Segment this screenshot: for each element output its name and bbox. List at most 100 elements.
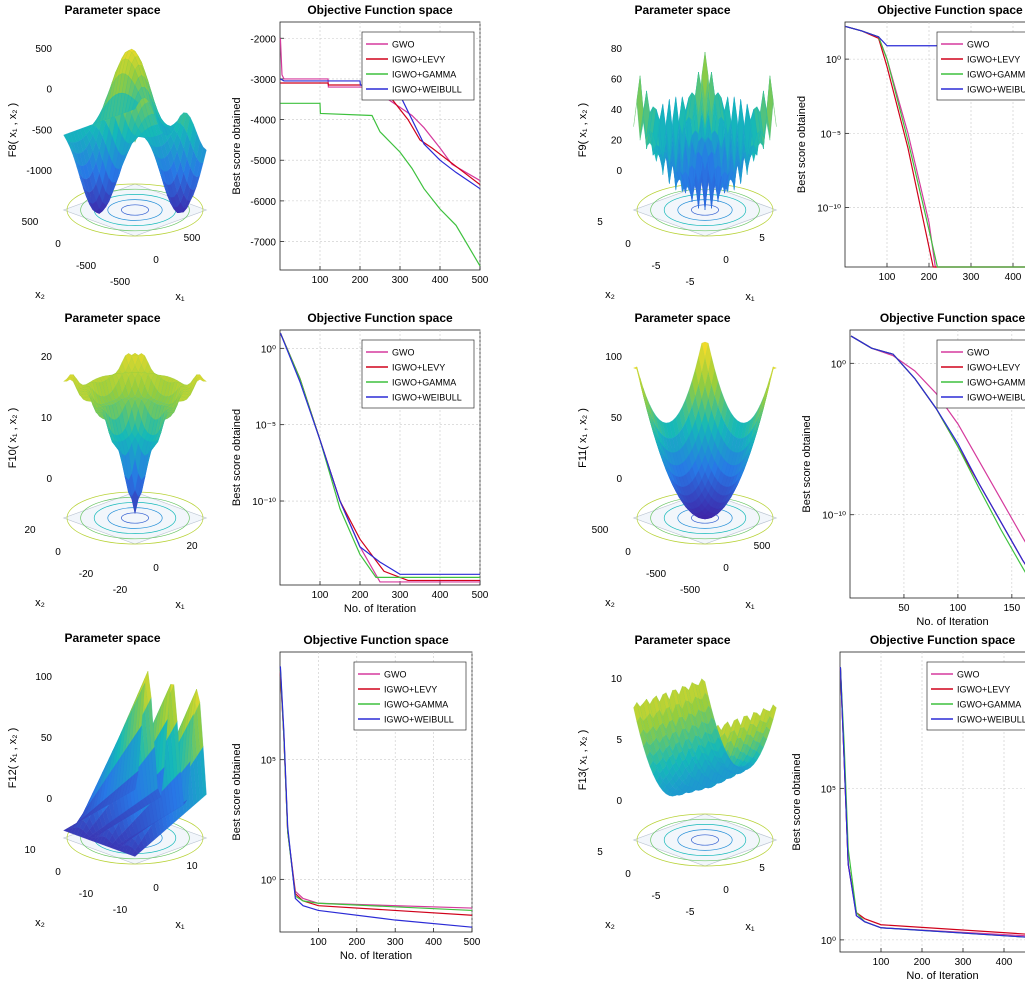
surface-facet xyxy=(763,377,771,404)
x1-tick-label: 500 xyxy=(754,541,771,552)
y-tick-label: -3000 xyxy=(250,75,276,86)
x-tick-label: 300 xyxy=(392,275,409,286)
x-tick-label: 200 xyxy=(352,590,369,601)
y-tick-label: -2000 xyxy=(250,34,276,45)
z-tick-label: 20 xyxy=(611,136,623,147)
x1-tick-label: 0 xyxy=(723,255,729,266)
z-tick-label: 0 xyxy=(616,796,622,807)
x-axis-label: No. of Iteration xyxy=(344,603,416,615)
legend-label: GWO xyxy=(967,348,990,358)
y-tick-label: -4000 xyxy=(250,116,276,127)
series-line-gwo xyxy=(850,335,1025,543)
x2-tick-label: 10 xyxy=(24,845,36,856)
y-tick-label: 10⁵ xyxy=(261,756,276,767)
x2-tick-label: -20 xyxy=(79,569,94,580)
y-tick-label: -6000 xyxy=(250,197,276,208)
x2-axis-label: x₂ xyxy=(605,919,615,931)
contour-line xyxy=(663,824,747,856)
y-axis-label: Best score obtained xyxy=(231,409,243,506)
y-tick-label: 10⁵ xyxy=(821,784,836,795)
x-tick-label: 300 xyxy=(387,937,404,948)
y-tick-label: 10⁻⁵ xyxy=(255,421,276,432)
x1-tick-label: -5 xyxy=(686,907,695,918)
contour-line xyxy=(80,188,190,232)
x-tick-label: 100 xyxy=(950,603,967,614)
x2-tick-label: -5 xyxy=(652,891,661,902)
legend-label: GWO xyxy=(967,40,990,50)
x-tick-label: 500 xyxy=(464,937,481,948)
x1-tick-label: -20 xyxy=(113,585,128,596)
x1-tick-label: 0 xyxy=(723,563,729,574)
legend: GWO IGWO+LEVY IGWO+GAMMA IGWO+WEIBULL xyxy=(926,661,1025,731)
x-axis-label: No. of Iteration xyxy=(906,970,978,982)
chart-title: Objective Function space xyxy=(877,3,1023,17)
x1-tick-label: 0 xyxy=(153,563,159,574)
parameter-space-plot: Parameter space 10 5 0 F13( x₁ , x₂ ) 5 0 -5 x₂ -… xyxy=(577,633,778,933)
objective-function-chart: Objective Function space 10⁰ 10⁵ 100 200 300 4… xyxy=(791,633,1025,982)
x1-axis-label: x₁ xyxy=(745,599,755,611)
parameter-space-title: Parameter space xyxy=(634,3,730,17)
objective-function-chart: Objective Function space 10⁰ 10⁻⁵ 10⁻¹⁰ 100 2… xyxy=(796,3,1025,283)
contour-line xyxy=(66,183,204,237)
legend: GWO IGWO+LEVY IGWO+GAMMA IGWO+WEIBULL xyxy=(936,31,1025,101)
x1-axis-label: x₁ xyxy=(745,921,755,933)
z-tick-label: 100 xyxy=(605,352,622,363)
legend-label: IGWO+WEIBULL xyxy=(392,393,462,403)
legend-label: IGWO+LEVY xyxy=(957,685,1010,695)
legend: GWO IGWO+LEVY IGWO+GAMMA IGWO+WEIBULL xyxy=(361,31,475,101)
x-tick-label: 300 xyxy=(392,590,409,601)
x1-tick-label: -10 xyxy=(113,905,128,916)
surface-mesh xyxy=(633,341,777,520)
series-line-igwo-gamma xyxy=(280,102,481,267)
x2-tick-label: 500 xyxy=(592,525,609,536)
legend-label: IGWO+WEIBULL xyxy=(384,715,454,725)
x-tick-label: 200 xyxy=(352,275,369,286)
legend: GWO IGWO+LEVY IGWO+GAMMA IGWO+WEIBULL xyxy=(353,661,467,731)
x1-axis-label: x₁ xyxy=(175,919,185,931)
z-tick-label: 20 xyxy=(41,352,53,363)
x-tick-label: 100 xyxy=(879,272,896,283)
contour-line xyxy=(691,834,719,846)
x2-tick-label: -5 xyxy=(652,261,661,272)
surface-facet xyxy=(643,388,650,413)
contour-line xyxy=(650,818,760,862)
y-tick-label: 10⁰ xyxy=(821,936,836,947)
x2-tick-label: 0 xyxy=(55,239,61,250)
x-tick-label: 300 xyxy=(963,272,980,283)
x2-tick-label: -500 xyxy=(646,569,666,580)
y-axis-label: Best score obtained xyxy=(231,743,243,840)
z-tick-label: 5 xyxy=(616,735,622,746)
surface-facet xyxy=(131,770,139,792)
x1-tick-label: 20 xyxy=(186,541,198,552)
parameter-space-plot: Parameter space 80 60 40 20 0 F9( x₁ , x₂ ) 5 0 -… xyxy=(577,3,778,303)
x-tick-label: 400 xyxy=(1005,272,1022,283)
y-tick-label: 10⁰ xyxy=(826,55,841,66)
contour-floor xyxy=(632,813,778,867)
z-tick-label: 500 xyxy=(35,44,52,55)
x-tick-label: 50 xyxy=(898,603,910,614)
contour-line xyxy=(107,199,163,221)
z-tick-label: 0 xyxy=(46,794,52,805)
function-axis-label: F8( x₁ , x₂ ) xyxy=(7,103,19,157)
y-axis-label: Best score obtained xyxy=(796,96,808,193)
x1-tick-label: 0 xyxy=(153,883,159,894)
legend-label: IGWO+WEIBULL xyxy=(957,715,1025,725)
y-tick-label: 10⁻⁵ xyxy=(820,129,841,140)
z-tick-label: 0 xyxy=(46,474,52,485)
surface-mesh xyxy=(633,678,777,797)
series-line-igwo-weibull xyxy=(850,335,1025,565)
legend-label: GWO xyxy=(392,40,415,50)
y-tick-label: 10⁻¹⁰ xyxy=(817,204,841,215)
contour-line xyxy=(677,829,733,851)
legend-label: IGWO+GAMMA xyxy=(957,700,1021,710)
surface-facet xyxy=(131,99,139,111)
surface-mesh xyxy=(63,353,207,514)
surface-facet xyxy=(760,388,767,413)
z-tick-label: 0 xyxy=(616,166,622,177)
x-tick-label: 400 xyxy=(996,957,1013,968)
x2-axis-label: x₂ xyxy=(35,917,45,929)
y-axis-label: Best score obtained xyxy=(801,415,813,512)
chart-title: Objective Function space xyxy=(303,633,449,647)
surface-mesh xyxy=(63,670,207,857)
